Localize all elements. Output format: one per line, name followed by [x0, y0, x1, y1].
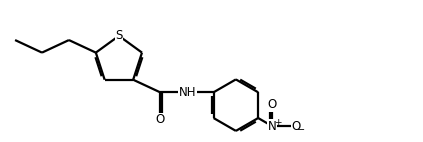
Text: O: O	[291, 120, 301, 133]
Text: −: −	[297, 125, 305, 135]
Text: NH: NH	[179, 86, 196, 99]
Text: +: +	[274, 118, 282, 127]
Text: S: S	[115, 29, 123, 42]
Text: O: O	[268, 98, 277, 111]
Text: H: H	[183, 87, 192, 97]
Text: N: N	[178, 86, 187, 99]
Text: O: O	[156, 112, 165, 126]
Text: N: N	[268, 120, 277, 133]
